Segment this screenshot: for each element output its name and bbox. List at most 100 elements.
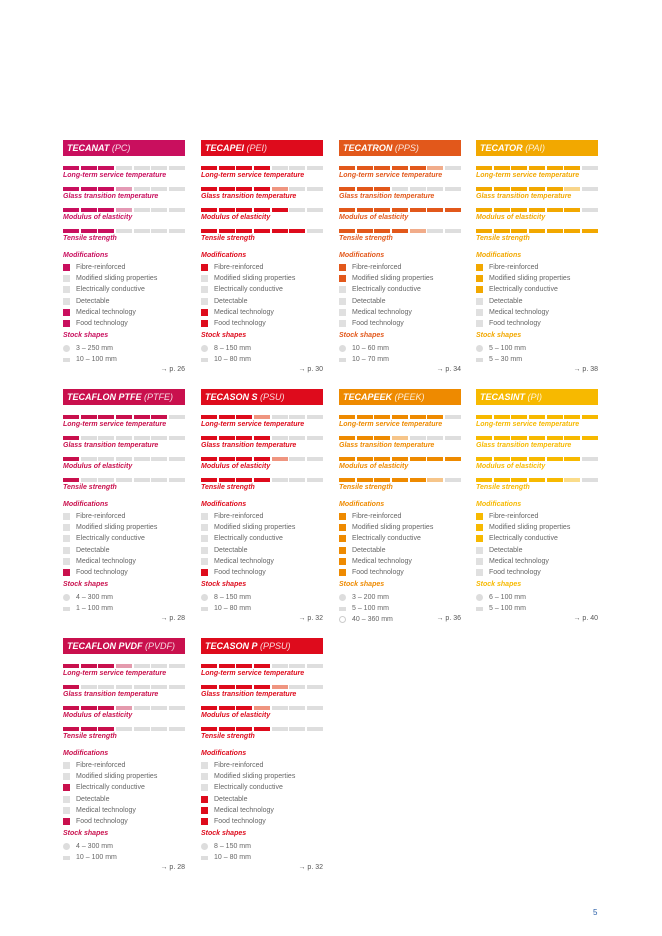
rating-segment — [98, 187, 115, 191]
page-reference-link[interactable]: → p. 30 — [298, 366, 323, 373]
rating-segment — [151, 457, 168, 461]
product-name: TECATRON — [343, 143, 393, 153]
rating-segment — [98, 685, 115, 689]
stock-shapes-heading: Stock shapes — [201, 332, 247, 339]
rating-segment — [409, 415, 426, 419]
rating-segment — [271, 229, 288, 233]
rating-segment — [201, 208, 218, 212]
modification-item: Fibre-reinforced — [201, 512, 263, 521]
rating-segment — [409, 436, 426, 440]
modification-item: Electrically conductive — [339, 285, 421, 294]
rating-segment — [168, 187, 185, 191]
page-reference-link[interactable]: → p. 32 — [298, 615, 323, 622]
rating-segment — [306, 478, 323, 482]
rating-segment — [546, 187, 563, 191]
page-reference-link[interactable]: → p. 36 — [436, 615, 461, 622]
page-reference-link[interactable]: → p. 34 — [436, 366, 461, 373]
stock-shapes-heading: Stock shapes — [339, 332, 385, 339]
rating-segment — [581, 415, 598, 419]
property-label: Tensile strength — [63, 235, 117, 242]
unchecked-square-icon — [63, 535, 70, 543]
property-rating-bar — [63, 229, 185, 233]
rating-segment — [63, 706, 80, 710]
stock-shape-range: 5 – 100 mm — [489, 345, 526, 352]
rating-segment — [236, 727, 253, 731]
modification-item: Fibre-reinforced — [339, 263, 401, 272]
rating-segment — [218, 478, 235, 482]
rating-segment — [546, 415, 563, 419]
rating-segment — [201, 727, 218, 731]
property-rating-bar — [476, 457, 598, 461]
modification-label: Modified sliding properties — [214, 275, 296, 283]
rating-segment — [271, 706, 288, 710]
rating-segment — [253, 208, 271, 212]
modification-label: Fibre-reinforced — [352, 264, 402, 271]
modification-label: Food technology — [76, 569, 128, 576]
stock-shape-range: 8 – 150 mm — [214, 843, 251, 850]
stock-shapes-heading: Stock shapes — [476, 332, 522, 339]
property-label: Glass transition temperature — [201, 691, 297, 698]
product-header: TECATOR (PAI) — [476, 140, 598, 156]
rating-segment — [409, 478, 426, 482]
page-reference-link[interactable]: → p. 26 — [160, 366, 185, 373]
rating-segment — [444, 457, 461, 461]
modification-label: Fibre-reinforced — [352, 513, 402, 520]
property-rating-bar — [201, 187, 323, 191]
modifications-heading: Modifications — [63, 252, 109, 259]
rating-segment — [80, 415, 97, 419]
modification-label: Electrically conductive — [352, 286, 421, 294]
property-rating-bar — [201, 208, 323, 212]
unchecked-square-icon — [476, 569, 483, 576]
unchecked-square-icon — [63, 773, 70, 781]
modification-label: Electrically conductive — [489, 286, 558, 294]
rating-segment — [581, 187, 598, 191]
rating-segment — [511, 436, 528, 440]
property-rating-bar — [476, 208, 598, 212]
product-header: TECAPEI (PEI) — [201, 140, 323, 156]
page-reference-link[interactable]: → p. 38 — [573, 366, 598, 373]
modification-label: Food technology — [214, 320, 266, 327]
property-rating-bar — [63, 187, 185, 191]
stock-shape-range: 40 – 360 mm — [352, 616, 393, 623]
rating-segment — [253, 187, 271, 191]
modification-label: Detectable — [214, 795, 248, 803]
modification-label: Detectable — [352, 297, 386, 305]
rating-segment — [218, 208, 235, 212]
rating-segment — [391, 457, 409, 461]
rating-segment — [253, 727, 271, 731]
page-reference-link[interactable]: → p. 40 — [573, 615, 598, 622]
page-reference-link[interactable]: → p. 32 — [298, 864, 323, 871]
modification-label: Electrically conductive — [352, 535, 421, 543]
modification-label: Medical technology — [352, 557, 412, 565]
property-rating-bar — [201, 706, 323, 710]
unchecked-square-icon — [201, 773, 208, 781]
product-abbreviation: (PEEK) — [394, 392, 425, 402]
modification-item: Food technology — [63, 319, 128, 328]
page-reference-link[interactable]: → p. 28 — [160, 864, 185, 871]
rating-segment — [493, 457, 510, 461]
product-header: TECANAT (PC) — [63, 140, 185, 156]
stock-shape-item: 40 – 360 mm — [339, 615, 393, 624]
rating-segment — [80, 457, 97, 461]
rating-segment — [236, 457, 253, 461]
modification-label: Detectable — [214, 297, 248, 305]
property-label: Tensile strength — [339, 484, 393, 491]
rating-segment — [289, 208, 306, 212]
checked-square-icon — [201, 818, 208, 825]
modification-label: Electrically conductive — [214, 784, 283, 792]
checked-square-icon — [201, 308, 208, 316]
rating-segment — [546, 436, 563, 440]
rating-segment — [63, 229, 80, 233]
page-reference-link[interactable]: → p. 28 — [160, 615, 185, 622]
rating-segment — [115, 436, 133, 440]
product-card: TECAFLON PVDF (PVDF) Long-term service te… — [63, 638, 185, 878]
rating-segment — [511, 208, 528, 212]
sheet-icon — [63, 855, 70, 860]
modification-item: Medical technology — [201, 806, 274, 815]
product-name: TECAFLON PTFE — [67, 392, 142, 402]
rating-segment — [339, 187, 356, 191]
property-rating-bar — [201, 436, 323, 440]
unchecked-square-icon — [476, 297, 483, 305]
rating-segment — [356, 187, 373, 191]
